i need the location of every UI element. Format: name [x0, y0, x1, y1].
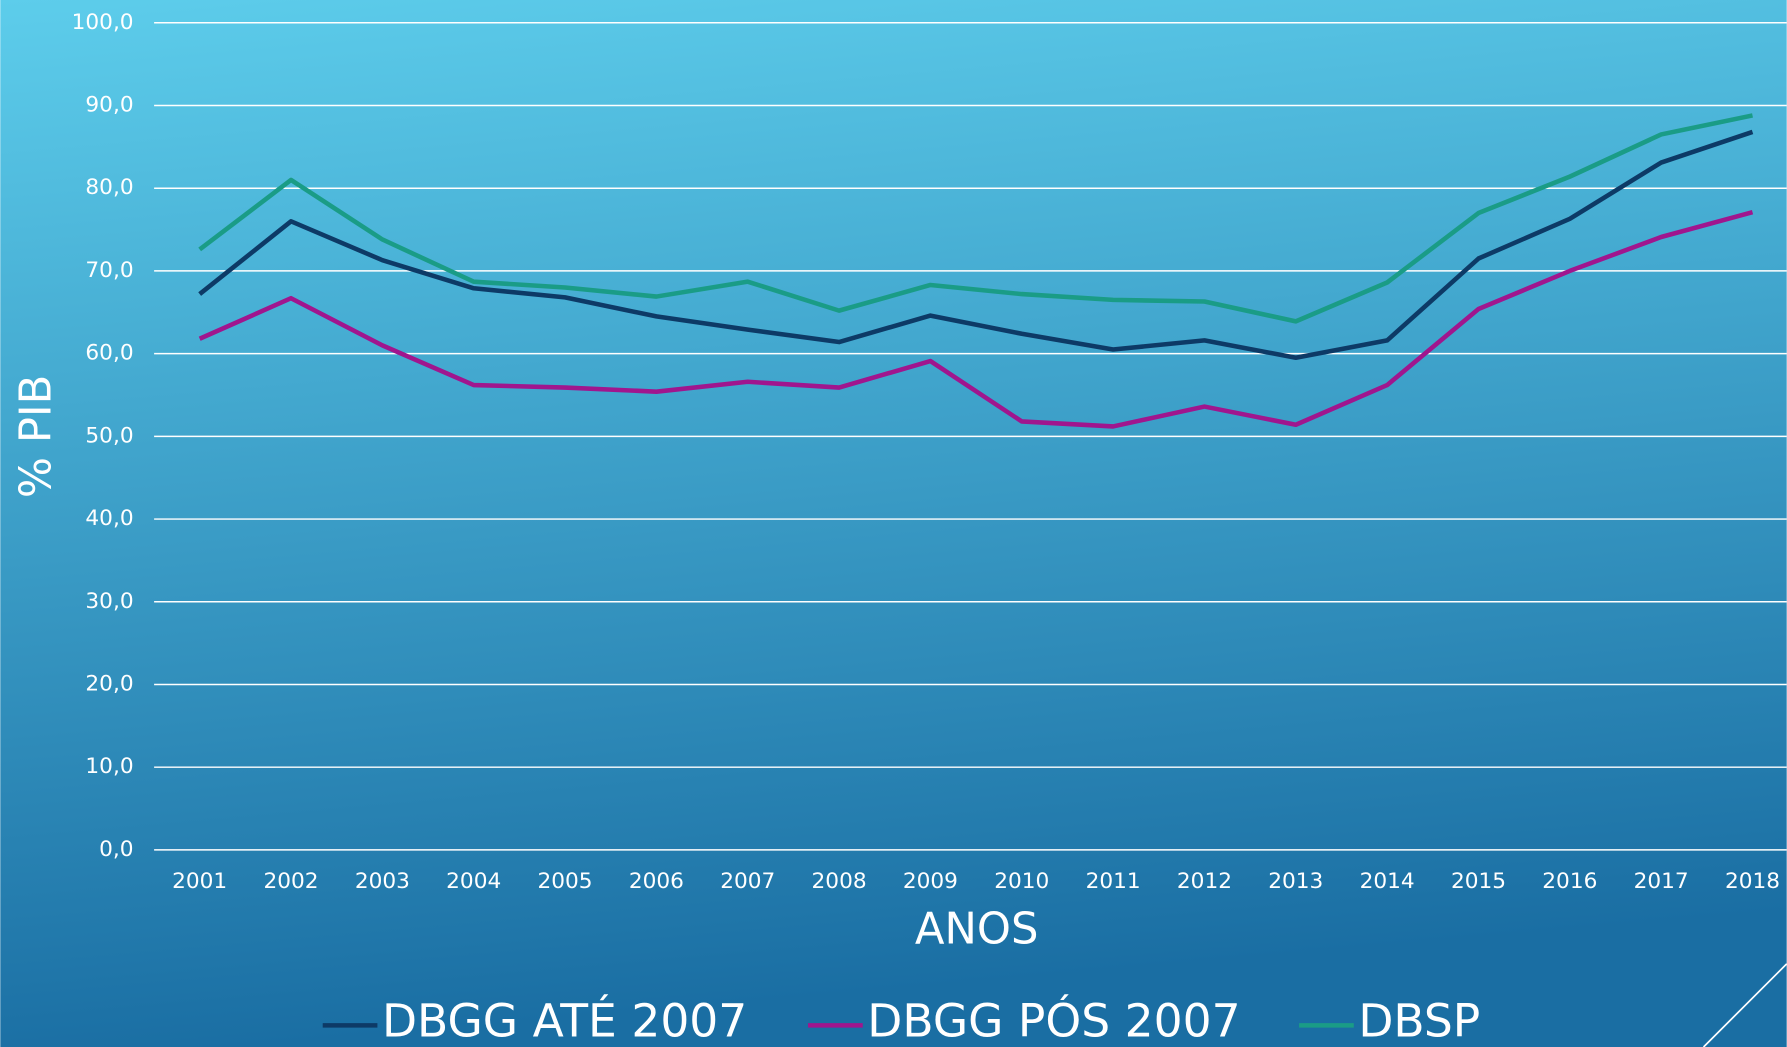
x-tick-label: 2016: [1542, 869, 1597, 894]
y-tick-label: 100,0: [72, 10, 134, 35]
y-axis-label: % PIB: [12, 375, 62, 498]
line-series: [198, 113, 1753, 324]
x-tick-label: 2001: [172, 869, 227, 894]
y-tick-label: 40,0: [85, 506, 133, 531]
x-tick-label: 2015: [1451, 869, 1506, 894]
x-tick-label: 2007: [720, 869, 775, 894]
x-tick-label: 2010: [994, 869, 1049, 894]
x-tick-label: 2009: [903, 869, 958, 894]
x-tick-label: 2008: [812, 869, 867, 894]
y-tick-label: 0,0: [99, 837, 133, 862]
y-tick-label: 10,0: [85, 754, 133, 779]
x-tick-label: 2002: [263, 869, 318, 894]
x-tick-label: 2017: [1634, 869, 1689, 894]
x-tick-label: 2011: [1086, 869, 1141, 894]
x-tick-label: 2018: [1725, 869, 1780, 894]
y-tick-label: 20,0: [85, 671, 133, 696]
x-tick-label: 2012: [1177, 869, 1232, 894]
x-axis-label: ANOS: [915, 904, 1039, 954]
y-tick-label: 80,0: [85, 175, 133, 200]
x-tick-label: 2004: [446, 869, 501, 894]
y-tick-label: 30,0: [85, 589, 133, 614]
x-tick-label: 2006: [629, 869, 684, 894]
y-tick-label: 50,0: [85, 423, 133, 448]
legend-label: DBGG PÓS 2007: [867, 994, 1240, 1047]
line-series: [198, 129, 1754, 361]
x-tick-label: 2003: [355, 869, 410, 894]
legend-label: DBSP: [1358, 995, 1480, 1047]
decoration: [1702, 963, 1787, 1047]
y-tick-label: 70,0: [85, 258, 133, 283]
line-series: [198, 209, 1754, 429]
y-tick-label: 60,0: [85, 341, 133, 366]
x-tick-label: 2014: [1360, 869, 1415, 894]
x-tick-label: 2005: [538, 869, 593, 894]
x-tick-label: 2013: [1268, 869, 1323, 894]
y-tick-label: 90,0: [85, 92, 133, 117]
legend-label: DBGG ATÉ 2007: [382, 994, 747, 1047]
